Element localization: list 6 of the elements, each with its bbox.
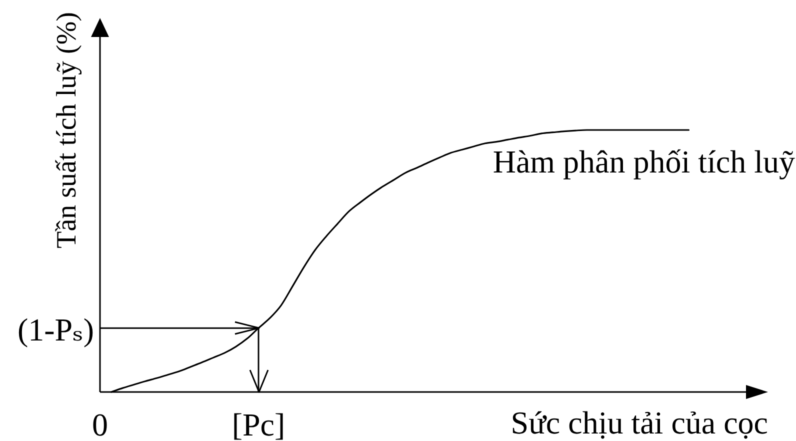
series-label: Hàm phân phối tích luỹ <box>492 143 795 180</box>
x-tick-label: [Pc] <box>232 406 286 441</box>
ref-line-label: (1-Pₛ) <box>17 311 94 348</box>
y-axis-title: Tần suất tích luỹ (%) <box>51 12 82 248</box>
x-axis-title: Sức chịu tải của cọc <box>510 404 768 440</box>
x-tick-label: 0 <box>92 406 108 441</box>
